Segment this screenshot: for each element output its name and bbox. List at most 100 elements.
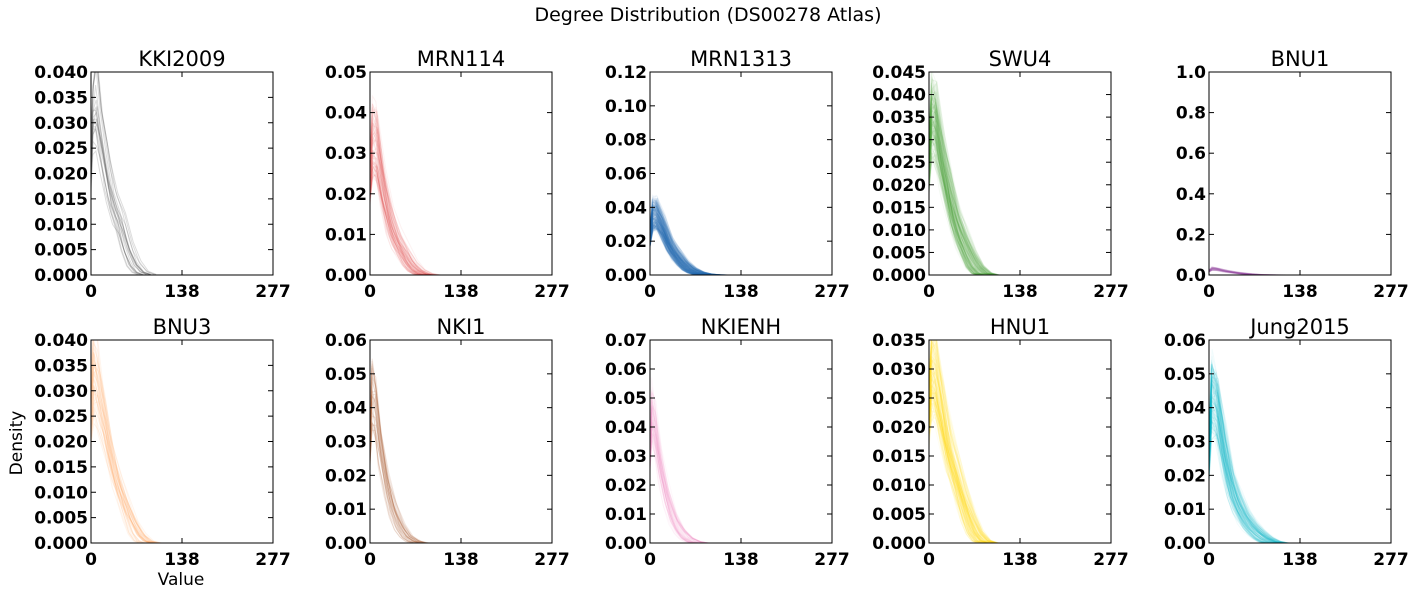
series-line	[929, 83, 983, 275]
series-line	[650, 216, 714, 275]
x-tick-label: 138	[164, 282, 200, 302]
series-line	[650, 203, 718, 275]
series-line	[370, 110, 433, 275]
series-line	[929, 126, 993, 275]
series-line	[650, 221, 719, 275]
series-line	[1209, 367, 1270, 543]
series-line	[929, 125, 995, 275]
series-line	[370, 408, 411, 543]
series-line	[929, 359, 978, 543]
series-line	[650, 220, 711, 275]
series-line	[1209, 373, 1289, 543]
series-line	[650, 217, 710, 275]
series-line	[370, 395, 425, 543]
series-line	[929, 395, 996, 543]
panel-grid: 0.0000.0050.0100.0150.0200.0250.0300.035…	[34, 47, 1409, 570]
series-curves	[370, 94, 441, 275]
series-line	[929, 132, 987, 275]
y-tick-label: 0.03	[1164, 433, 1206, 453]
series-line	[370, 130, 436, 275]
series-line	[929, 340, 993, 543]
series-line	[929, 397, 988, 543]
series-line	[650, 216, 716, 275]
series-line	[91, 384, 157, 543]
series-line	[929, 84, 978, 275]
series-line	[650, 196, 728, 275]
series-line	[650, 201, 704, 275]
series-line	[91, 359, 156, 543]
y-tick-label: 0.00	[605, 534, 647, 554]
series-line	[650, 213, 717, 275]
series-line	[370, 127, 432, 275]
series-line	[650, 218, 708, 275]
series-line	[929, 136, 983, 275]
series-line	[650, 209, 705, 275]
series-line	[650, 216, 726, 275]
series-line	[370, 138, 432, 275]
series-line	[929, 388, 996, 543]
series-line	[650, 420, 709, 543]
series-line	[929, 120, 983, 275]
series-line	[650, 202, 707, 275]
series-line	[929, 347, 978, 543]
series-line	[929, 107, 999, 275]
series-line	[929, 118, 997, 275]
series-line	[370, 370, 426, 543]
series-line	[650, 210, 711, 275]
series-line	[929, 342, 984, 543]
series-line	[650, 225, 708, 275]
x-tick-label: 138	[1282, 550, 1318, 570]
series-line	[929, 409, 987, 543]
series-line	[91, 364, 157, 543]
series-line	[650, 210, 716, 275]
series-line	[1209, 437, 1285, 543]
series-line	[929, 153, 985, 275]
series-line	[650, 224, 706, 275]
series-line	[929, 116, 979, 275]
series-line	[1209, 425, 1270, 543]
series-line	[1209, 424, 1284, 543]
series-line	[1209, 433, 1275, 543]
series-line	[370, 114, 441, 275]
series-line	[1209, 417, 1268, 543]
series-line	[1209, 388, 1280, 543]
series-line	[1209, 408, 1278, 543]
series-line	[650, 223, 709, 275]
series-line	[370, 394, 414, 543]
series-line	[929, 139, 995, 275]
series-line	[929, 378, 982, 543]
series-line	[929, 122, 995, 275]
series-line	[650, 203, 713, 275]
series-line	[929, 108, 994, 275]
series-line	[650, 207, 707, 275]
y-tick-label: 0.04	[325, 399, 367, 419]
series-line	[650, 211, 718, 275]
series-line	[370, 126, 425, 275]
series-line	[91, 384, 160, 543]
series-line	[1209, 383, 1282, 543]
series-line	[91, 72, 155, 275]
series-line	[929, 132, 979, 275]
series-line	[1209, 383, 1287, 543]
series-line	[929, 369, 985, 543]
series-line	[370, 110, 434, 275]
series-line	[650, 223, 725, 275]
series-line	[929, 374, 988, 543]
series-line	[929, 92, 980, 275]
series-line	[929, 409, 988, 543]
series-line	[929, 72, 981, 275]
y-tick-label: 0.12	[605, 63, 647, 83]
series-line	[1209, 409, 1290, 543]
series-line	[650, 221, 715, 275]
series-line	[650, 223, 728, 275]
y-tick-label: 0.005	[34, 241, 88, 261]
y-tick-label: 0.040	[872, 86, 926, 106]
series-line	[1209, 377, 1283, 543]
series-line	[370, 106, 423, 275]
y-tick-label: 0.05	[605, 389, 647, 409]
series-line	[650, 205, 712, 275]
y-tick-label: 0.040	[34, 63, 88, 83]
series-line	[91, 342, 150, 543]
x-tick-label: 138	[164, 550, 200, 570]
series-line	[929, 113, 977, 275]
